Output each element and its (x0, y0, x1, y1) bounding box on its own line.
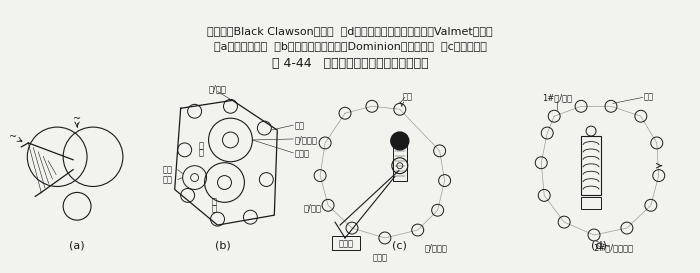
Text: 伏辊: 伏辊 (294, 121, 304, 130)
Text: 胸辊: 胸辊 (162, 175, 173, 184)
Text: （a）夹网成形器  （b）夹网辊筒成形器（Dominion工程公司）  （c）夹网刮板: （a）夹网成形器 （b）夹网辊筒成形器（Dominion工程公司） （c）夹网刮… (214, 41, 486, 51)
Text: 白: 白 (212, 198, 217, 207)
Text: (a): (a) (69, 241, 85, 251)
Text: 毛毯: 毛毯 (644, 92, 654, 101)
Text: 内/传送网: 内/传送网 (425, 243, 447, 252)
Text: (c): (c) (393, 241, 407, 251)
Text: 成形辊: 成形辊 (294, 149, 309, 158)
Circle shape (391, 132, 409, 150)
Text: 流浆箱: 流浆箱 (372, 253, 387, 262)
Text: 图 4-44   夹网成形器的几种结构类型简图: 图 4-44 夹网成形器的几种结构类型简图 (272, 57, 428, 70)
Text: 流浆箱: 流浆箱 (339, 239, 354, 248)
Text: ~: ~ (9, 132, 18, 142)
Text: 浆料: 浆料 (162, 165, 173, 174)
Text: 白: 白 (198, 141, 203, 150)
Text: 外/传送网: 外/传送网 (294, 135, 317, 144)
Text: 毛毯: 毛毯 (402, 92, 413, 101)
Text: 水: 水 (212, 205, 217, 214)
Text: (d): (d) (591, 241, 607, 251)
Text: (b): (b) (215, 241, 230, 251)
Text: 外/背网: 外/背网 (303, 204, 321, 213)
Text: 2#内/外传送网: 2#内/外传送网 (594, 243, 634, 252)
Text: 1#内/背网: 1#内/背网 (542, 93, 572, 102)
Text: ~: ~ (73, 114, 81, 124)
Text: 水: 水 (198, 148, 203, 157)
Text: 内/背网: 内/背网 (209, 84, 227, 93)
Text: 成形器（Black Clawson公司）  （d）夹网辊筒－刮板成形器（Valmet公司）: 成形器（Black Clawson公司） （d）夹网辊筒－刮板成形器（Valme… (207, 26, 493, 36)
